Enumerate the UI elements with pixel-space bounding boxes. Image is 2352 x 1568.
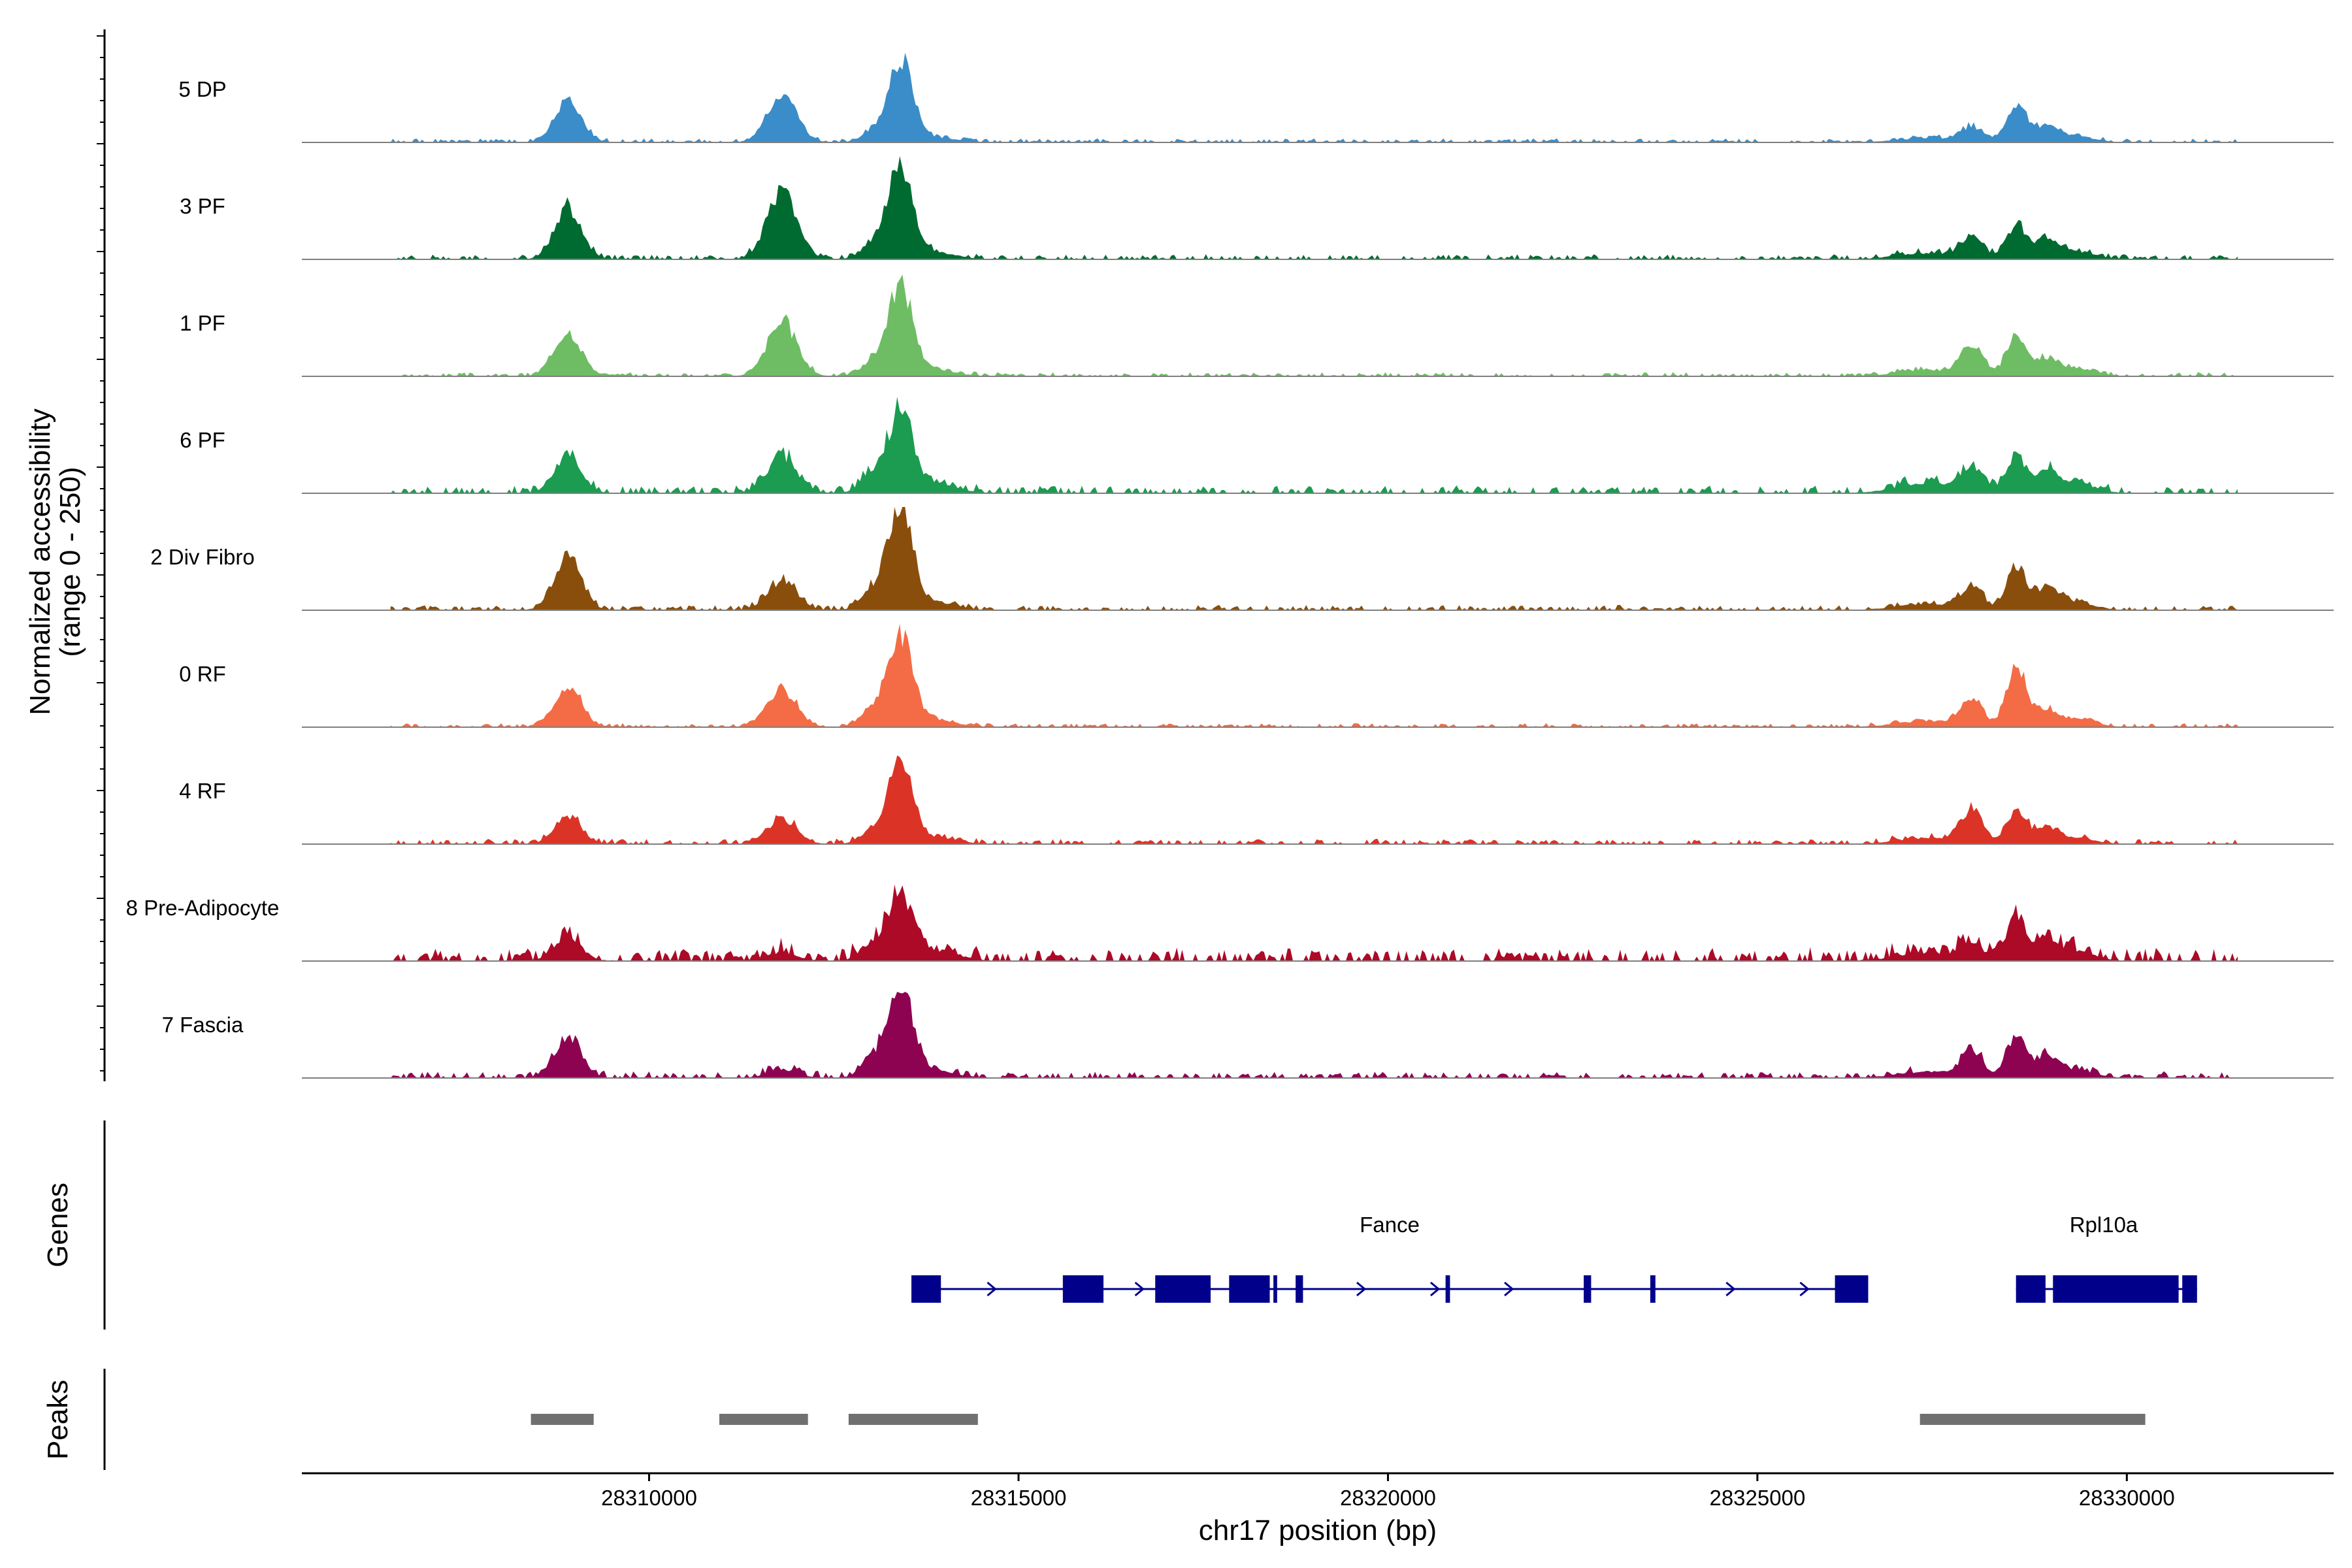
coverage-area bbox=[390, 755, 2238, 844]
exon bbox=[1445, 1275, 1450, 1303]
strand-arrow bbox=[1504, 1281, 1514, 1297]
track-8-pre-adipocyte: 8 Pre-Adipocyte bbox=[126, 884, 2334, 962]
coverage-area bbox=[390, 507, 2238, 610]
track-label: 6 PF bbox=[180, 428, 225, 452]
track-label: 3 PF bbox=[180, 194, 225, 218]
gene-track: Genes Fance Rpl10a bbox=[42, 1183, 2197, 1303]
y-axis-title: Normalized accessibility (range 0 - 250) bbox=[24, 408, 86, 715]
exon bbox=[1835, 1275, 1869, 1303]
strand-arrow bbox=[987, 1281, 997, 1297]
peak-track: Peaks bbox=[42, 1380, 2146, 1460]
peak-bar bbox=[1919, 1414, 2146, 1425]
exon bbox=[2182, 1275, 2197, 1303]
coverage-area bbox=[390, 156, 2238, 259]
exon bbox=[1584, 1275, 1592, 1303]
track-4-rf: 4 RF bbox=[179, 755, 2334, 845]
strand-arrow bbox=[1429, 1281, 1441, 1297]
gene-name-label: Rpl10a bbox=[2070, 1213, 2138, 1237]
track-label: 1 PF bbox=[180, 311, 225, 335]
x-axis-title: chr17 position (bp) bbox=[1199, 1514, 1437, 1546]
peak-bar bbox=[719, 1414, 808, 1425]
track-label: 7 Fascia bbox=[162, 1013, 244, 1037]
exon bbox=[911, 1275, 941, 1303]
y-axis-title-sub: (range 0 - 250) bbox=[54, 466, 86, 657]
coverage-area bbox=[390, 624, 2238, 727]
exon bbox=[1296, 1275, 1303, 1303]
gene-fance: Fance bbox=[911, 1213, 1869, 1303]
coverage-area bbox=[390, 992, 2238, 1078]
peak-bar bbox=[848, 1414, 978, 1425]
track-label: 0 RF bbox=[179, 662, 226, 686]
exon bbox=[1229, 1275, 1270, 1303]
coverage-area bbox=[390, 397, 2238, 493]
x-tick-label: 28325000 bbox=[1709, 1486, 1805, 1510]
exon bbox=[1062, 1275, 1103, 1303]
track-2-div-fibro: 2 Div Fibro bbox=[150, 507, 2334, 611]
track-0-rf: 0 RF bbox=[179, 624, 2334, 728]
strand-arrow bbox=[1799, 1281, 1810, 1297]
x-tick-label: 28320000 bbox=[1340, 1486, 1436, 1510]
exon bbox=[2053, 1275, 2179, 1303]
track-1-pf: 1 PF bbox=[180, 274, 2334, 377]
x-tick-label: 28330000 bbox=[2079, 1486, 2175, 1510]
peak-bar bbox=[531, 1414, 594, 1425]
track-label: 8 Pre-Adipocyte bbox=[126, 896, 280, 920]
y-ticks bbox=[97, 35, 105, 1071]
track-3-pf: 3 PF bbox=[180, 156, 2334, 260]
coverage-area bbox=[390, 274, 2238, 376]
x-tick-label: 28310000 bbox=[601, 1486, 697, 1510]
strand-arrow bbox=[1356, 1281, 1367, 1297]
y-axis-title-main: Normalized accessibility bbox=[24, 408, 56, 715]
exon bbox=[1155, 1275, 1211, 1303]
track-7-fascia: 7 Fascia bbox=[162, 992, 2334, 1079]
track-6-pf: 6 PF bbox=[180, 397, 2334, 494]
coverage-area bbox=[390, 884, 2238, 961]
exon bbox=[1273, 1275, 1277, 1303]
gene-rpl10a: Rpl10a bbox=[2016, 1213, 2197, 1303]
exon bbox=[2016, 1275, 2046, 1303]
track-label: 4 RF bbox=[179, 779, 226, 803]
x-axis: chr17 position (bp) 28310000 28315000 2832… bbox=[302, 1472, 2334, 1546]
track-label: 2 Div Fibro bbox=[150, 545, 255, 569]
strand-arrow bbox=[1725, 1281, 1736, 1297]
track-label: 5 DP bbox=[178, 77, 226, 101]
gene-name-label: Fance bbox=[1360, 1213, 1420, 1237]
track-5-dp: 5 DP bbox=[178, 52, 2334, 143]
strand-arrow bbox=[1134, 1281, 1145, 1297]
x-tick-label: 28315000 bbox=[971, 1486, 1067, 1510]
coverage-area bbox=[390, 52, 2238, 142]
coverage-tracks: 5 DP 3 PF 1 PF 6 PF 2 Div Fibro 0 RF 4 RF 8 Pre… bbox=[126, 52, 2334, 1079]
peaks-track-label: Peaks bbox=[42, 1380, 74, 1460]
exon bbox=[1650, 1275, 1656, 1303]
left-axes bbox=[97, 29, 106, 1470]
genes-track-label: Genes bbox=[42, 1183, 74, 1267]
